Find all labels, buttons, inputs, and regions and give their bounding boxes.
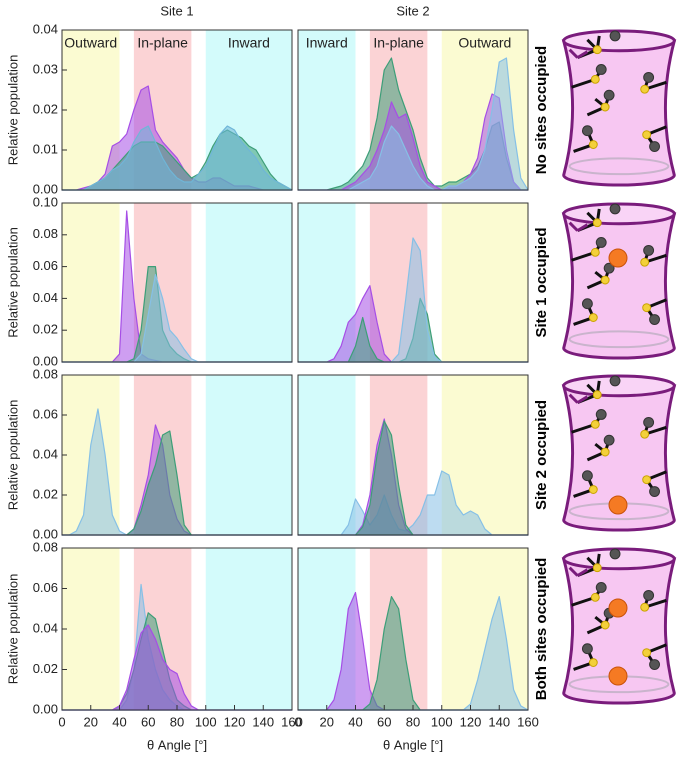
ion: [608, 248, 628, 268]
region-label: In-plane: [137, 35, 188, 51]
x-axis-label: θ Angle [°]: [383, 737, 443, 752]
column-title: Site 1: [160, 3, 193, 18]
y-tick-label: 0.10: [33, 194, 58, 209]
y-tick-label: 0.01: [33, 141, 58, 156]
panel-frame: [61, 202, 293, 363]
region: [298, 30, 356, 190]
x-tick-label: 140: [252, 714, 274, 729]
y-tick-label: 0.04: [33, 620, 58, 635]
x-tick-label: 0: [58, 714, 65, 729]
y-tick-label: 0.00: [33, 701, 58, 716]
x-tick-label: 0: [294, 714, 301, 729]
region: [441, 203, 528, 362]
cylinder-illustration: [562, 29, 676, 187]
x-tick-label: 100: [195, 714, 217, 729]
panel: 0.00 0.02 0.04 0.06 0.08 0.10 Relative populat…: [5, 194, 293, 368]
x-axis-label: θ Angle [°]: [147, 737, 207, 752]
y-tick-label: 0.04: [33, 21, 58, 36]
density-area: [61, 125, 293, 191]
y-tick-label: 0.02: [33, 322, 58, 337]
y-tick-label: 0.00: [33, 526, 58, 541]
panel: Inward In-plane Outward Site 2: [297, 3, 529, 191]
region: [205, 203, 292, 362]
x-tick-label: 140: [488, 714, 510, 729]
ion: [608, 495, 628, 515]
illustrations: [562, 29, 676, 705]
y-tick-label: 0.06: [33, 258, 58, 273]
y-tick-label: 0.00: [33, 353, 58, 368]
y-axis-label: Relative population: [5, 55, 20, 166]
y-axis-label: Relative population: [5, 400, 20, 511]
region: [205, 548, 292, 710]
x-tick-label: 120: [460, 714, 482, 729]
y-tick-label: 0.06: [33, 580, 58, 595]
ion: [608, 666, 628, 686]
panel: 0.00 0.02 0.04 0.06 0.08 Relative population: [5, 366, 293, 541]
y-tick-label: 0.08: [33, 226, 58, 241]
panel: [297, 374, 529, 536]
panel: 0.00 0.02 0.04 0.06 0.08 0 20 40 60 80 100 120 140 16…: [5, 539, 302, 752]
region: [62, 203, 120, 362]
y-tick-label: 0.06: [33, 406, 58, 421]
cylinder-illustration: [562, 202, 676, 360]
region-label: Inward: [228, 35, 270, 51]
y-tick-label: 0.02: [33, 486, 58, 501]
x-tick-label: 40: [112, 714, 126, 729]
panel-frame: [297, 29, 529, 191]
region: [205, 375, 292, 535]
row-label: Site 1 occupied: [533, 227, 550, 337]
ion: [608, 598, 628, 618]
x-tick-label: 20: [320, 714, 334, 729]
panel: 0 20 40 60 80 100 120 140 160 θ Angle [°]: [294, 547, 539, 752]
y-tick-label: 0.04: [33, 446, 58, 461]
y-tick-label: 0.03: [33, 61, 58, 76]
region-label: Inward: [306, 35, 348, 51]
column-title: Site 2: [396, 3, 429, 18]
y-tick-label: 0.04: [33, 290, 58, 305]
panel: Outward In-plane Inward 0.00 0.01 0.02 0.03 0.0…: [5, 3, 293, 196]
row-label: Site 2 occupied: [533, 400, 550, 510]
x-tick-label: 160: [517, 714, 539, 729]
panel-frame: [297, 374, 529, 536]
panel-frame: [297, 202, 529, 363]
x-tick-label: 40: [348, 714, 362, 729]
y-axis-label: Relative population: [5, 227, 20, 338]
row-label: Both sites occupied: [533, 558, 550, 701]
x-tick-label: 60: [141, 714, 155, 729]
y-tick-label: 0.08: [33, 366, 58, 381]
y-tick-label: 0.02: [33, 101, 58, 116]
x-tick-label: 120: [224, 714, 246, 729]
y-axis-label: Relative population: [5, 574, 20, 685]
x-tick-label: 60: [377, 714, 391, 729]
row-label: No sites occupied: [533, 46, 550, 174]
panel: [297, 202, 529, 363]
region-label: Outward: [458, 35, 511, 51]
region-label: In-plane: [373, 35, 424, 51]
x-tick-label: 100: [431, 714, 453, 729]
region: [62, 548, 120, 710]
x-tick-label: 80: [170, 714, 184, 729]
x-tick-label: 160: [281, 714, 303, 729]
region-label: Outward: [64, 35, 117, 51]
y-tick-label: 0.00: [33, 181, 58, 196]
y-tick-label: 0.02: [33, 661, 58, 676]
x-tick-label: 80: [406, 714, 420, 729]
y-tick-label: 0.08: [33, 539, 58, 554]
region: [298, 375, 356, 535]
x-tick-label: 20: [84, 714, 98, 729]
